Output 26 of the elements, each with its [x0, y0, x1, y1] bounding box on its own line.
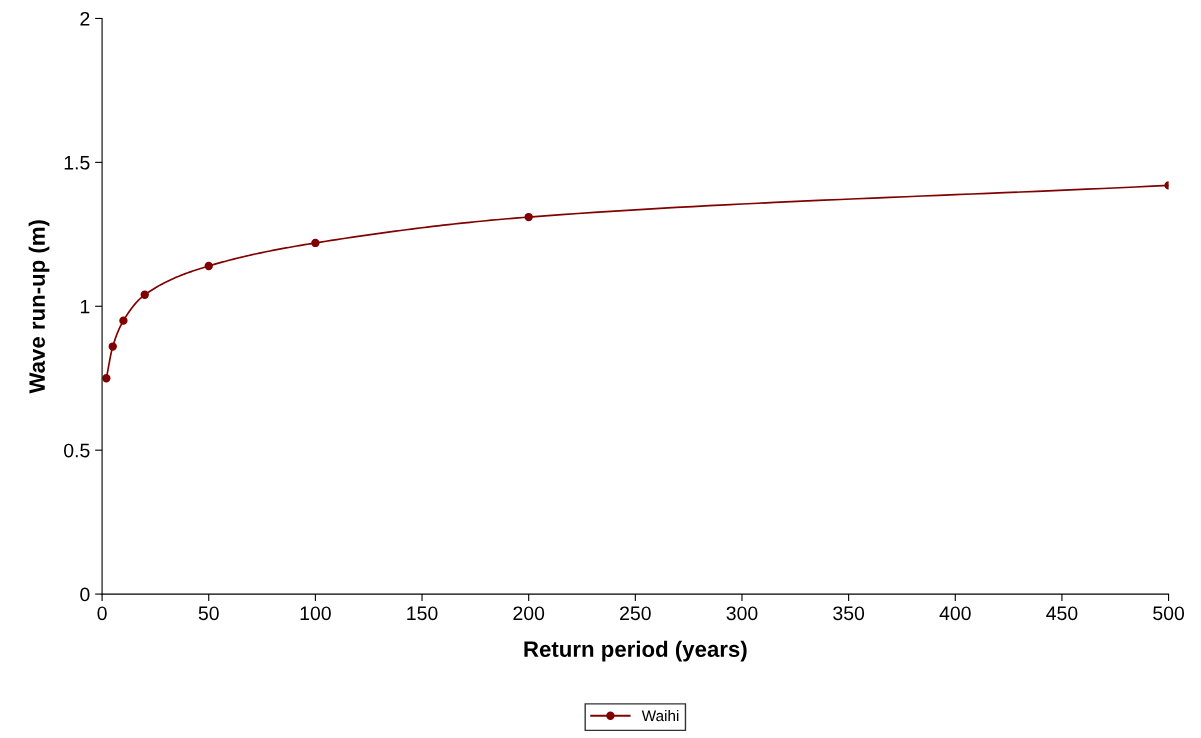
y-tick-label: 1.5 — [64, 156, 90, 170]
x-tick-label: 100 — [300, 606, 331, 621]
x-tick-label: 0 — [97, 606, 107, 621]
point — [119, 316, 128, 325]
y-tick-label: 0.5 — [64, 443, 90, 458]
x-tick-label: 150 — [407, 606, 438, 621]
point — [204, 261, 213, 271]
point — [311, 238, 320, 248]
y-tick-label: 1 — [80, 299, 90, 314]
x-tick-label: 300 — [726, 606, 758, 621]
x-tick-label: 200 — [513, 606, 545, 621]
legend-label: Waihi — [641, 710, 679, 722]
point — [524, 212, 533, 222]
x-tick-label: 400 — [939, 606, 971, 621]
x-tick-label: 250 — [620, 606, 651, 621]
x-tick-label: 350 — [833, 606, 865, 621]
x-axis-title: Return period (years) — [524, 640, 747, 662]
point — [102, 374, 111, 383]
x-tick-label: 450 — [1046, 606, 1078, 621]
x-tick-label: 500 — [1153, 606, 1185, 621]
y-tick-label: 0 — [80, 587, 90, 602]
y-tick-label: 2 — [80, 11, 90, 26]
point — [108, 342, 117, 351]
y-axis-title: Wave run-up (m) — [28, 220, 50, 394]
point — [140, 290, 149, 299]
x-tick-label: 50 — [198, 606, 219, 621]
